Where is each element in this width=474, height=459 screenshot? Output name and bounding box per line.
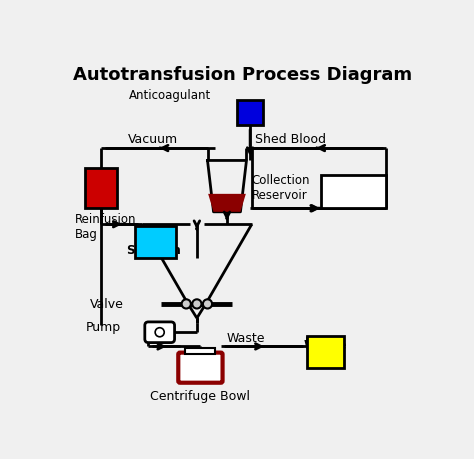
Text: Anticoagulant: Anticoagulant bbox=[129, 89, 211, 102]
Text: Waste
Bag: Waste Bag bbox=[304, 338, 347, 366]
Text: Patient: Patient bbox=[332, 186, 375, 199]
Bar bbox=[185, 348, 216, 355]
Text: Waste: Waste bbox=[227, 331, 265, 344]
FancyBboxPatch shape bbox=[145, 322, 174, 343]
Circle shape bbox=[192, 300, 201, 309]
Text: Collection
Reservoir: Collection Reservoir bbox=[252, 174, 310, 202]
Circle shape bbox=[182, 300, 191, 309]
Polygon shape bbox=[208, 195, 246, 213]
Text: Pump: Pump bbox=[86, 321, 121, 334]
Text: Vacuum: Vacuum bbox=[128, 132, 178, 145]
Text: Shed Blood: Shed Blood bbox=[255, 132, 326, 145]
Circle shape bbox=[155, 328, 164, 337]
Bar bbox=[307, 336, 344, 368]
Text: Wash
Solution: Wash Solution bbox=[126, 229, 181, 257]
Circle shape bbox=[203, 300, 212, 309]
Text: Autotransfusion Process Diagram: Autotransfusion Process Diagram bbox=[73, 66, 412, 84]
Bar bbox=[237, 101, 263, 126]
Text: Valve: Valve bbox=[91, 298, 124, 311]
Bar bbox=[85, 168, 117, 209]
Bar bbox=[135, 226, 176, 258]
Text: Centrifuge Bowl: Centrifuge Bowl bbox=[150, 389, 250, 402]
FancyBboxPatch shape bbox=[178, 353, 223, 383]
Text: Reinfusion
Bag: Reinfusion Bag bbox=[75, 213, 136, 241]
Bar bbox=[321, 175, 386, 209]
